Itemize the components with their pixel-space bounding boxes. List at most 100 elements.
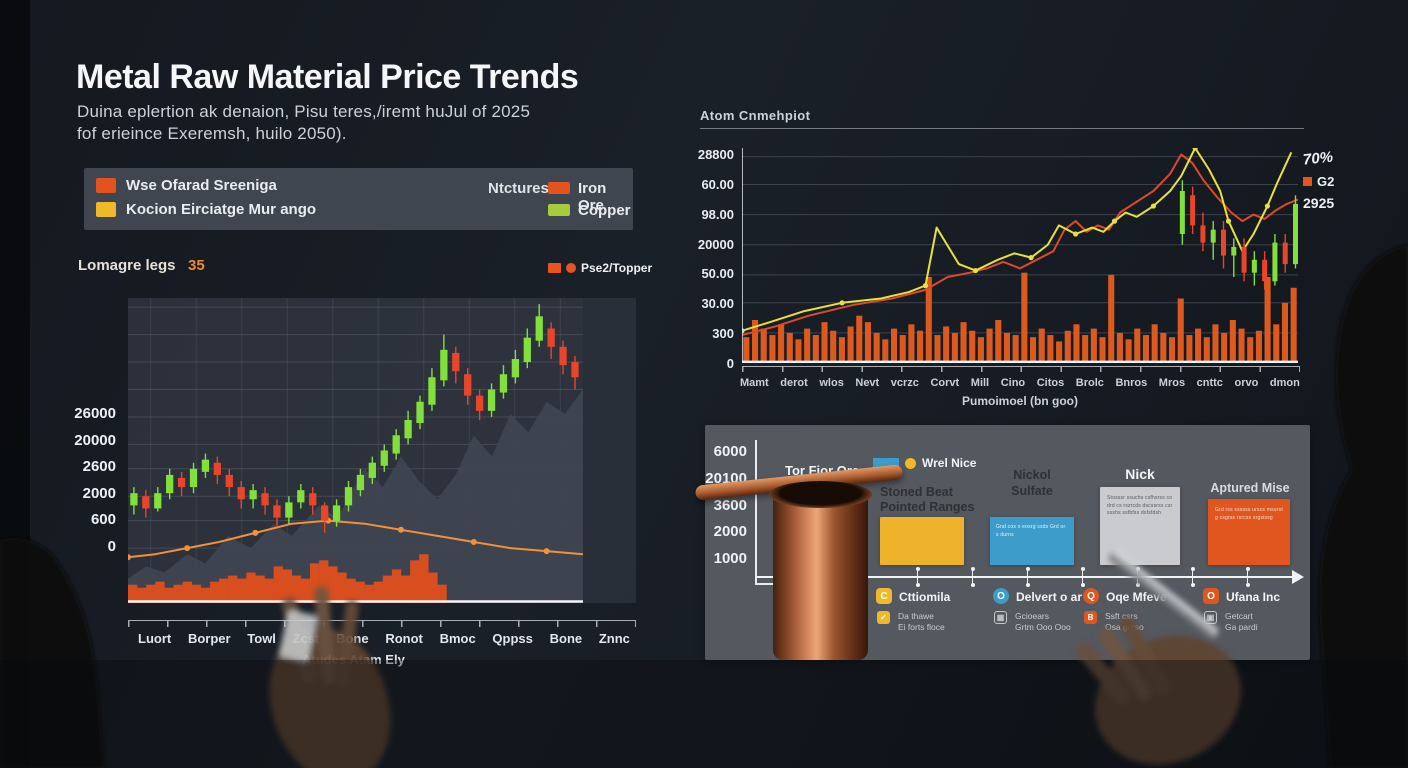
x-tick-label: orvo [1234,377,1259,389]
column-header-4: Aptured Mise [1210,481,1290,495]
y-tick-label: 26000 [74,405,116,422]
left-chart-x-axis: Luort Borper Towl Zcst Bone Ronot Bmoc Qppss Bon… [138,631,630,646]
tag-square-icon [1303,177,1312,186]
column-note: Stosssr ssuchs csfhsrss codrd cs rszrcds… [1107,495,1173,516]
timeline-arrow-icon [1292,570,1304,584]
x-tick-label: vcrzc [890,377,919,389]
left-chart-caption-value: 35 [188,257,205,274]
legend-item-label: Kocion Eirciatge Mur ango [126,201,317,218]
bottom-shadow [0,660,1408,768]
legend-item-label: Wse Ofarad Sreeniga [126,177,277,194]
x-tick-label: Znnc [598,631,630,646]
x-tick-label: Zcst [292,631,320,646]
legend-panel: Wse Ofarad Sreeniga Kocion Eirciatge Mur… [84,168,633,230]
mug-body [773,493,868,660]
y-tick-label: 20000 [74,431,116,449]
timeline-marker [1190,567,1195,587]
x-tick-label: dmon [1269,377,1300,389]
y-tick-label: 3600 [713,496,747,514]
footer-sub-line: Getcart [1225,611,1253,621]
footer-sub-line: Gcioears [1015,611,1050,621]
footer-sub-line: Ssft csrs [1105,611,1138,621]
column-note: Gnd cos o eosrg ssds Grd ors durns [996,524,1066,538]
page-subtitle-line1: Duina eplertion ak denaion, Pisu teres,/… [77,102,531,121]
panel-legend: Wrel Nice [873,456,976,470]
left-chart-plot-gutter [583,298,636,603]
person-silhouette-left [0,537,104,768]
annotation-tag-label: G2 [1317,174,1335,189]
y-tick-label: 0 [726,355,734,371]
right-chart-x-axis: Mamt derot wlos Nevt vcrzc Corvt Mill Cino Citos… [740,377,1300,389]
y-tick-label: 20000 [697,236,734,252]
legend-bar-icon [873,458,899,468]
right-chart-title: Atom Cnmehpiot [700,108,811,123]
y-tick-label: 28800 [697,147,734,162]
left-chart-plot [128,298,583,603]
x-tick-label: Borper [187,631,231,646]
company-icon: C [876,588,892,604]
y-tick-label: 60.00 [701,176,734,192]
legend-swatch-orange [96,178,116,193]
iron-ore-label: Iron Ore [578,180,607,214]
column-header-3: Nick [1125,466,1155,482]
x-tick-label: Ronot [385,631,423,646]
timeline-marker [915,567,920,587]
footer-group-sub: Gcioears Grtm Ooo Ooo [1015,611,1071,632]
y-tick-label: 98.00 [701,206,734,222]
legend-swatch-yellow [96,202,116,217]
x-tick-label: Brolc [1075,377,1104,389]
timeline-marker [1025,567,1030,587]
column-box-1 [880,517,964,565]
left-chart-series-legend: Pse2/Topper [548,261,652,275]
company-icon: O [993,588,1009,604]
right-chart-plot [742,148,1298,363]
footer-group-2: O Delvert o ar ▦ Gcioears Grtm Ooo Ooo [993,588,1103,646]
company-sub-icon: ▣ [1204,611,1217,624]
footer-sub-line: Da thawe [898,611,934,621]
timeline-marker [1080,567,1085,587]
legend-dot-icon [905,457,916,469]
y-tick-label: 2000 [82,484,116,502]
footer-group-label: Cttiomila [899,590,951,604]
page-title: Metal Raw Material Price Trends [76,58,579,96]
column-box-2: Gnd cos o eosrg ssds Grd ors durns [990,517,1074,565]
x-tick-label: Mamt [740,377,769,389]
footer-sub-line: Ga pardi [1225,621,1258,632]
company-sub-icon: B [1084,611,1097,624]
footer-group-3: Q Oqe Mfeve B Ssft csrs Osa gcrso [1083,588,1193,646]
timeline-marker [1135,567,1140,587]
left-edge-shadow [0,0,30,768]
panel-legend-label: Wrel Nice [922,456,977,470]
candlestick-chart-svg [128,298,583,603]
y-tick-label: 300 [712,326,734,342]
right-chart-annotations: 70% G2 2925 [1302,148,1335,211]
left-chart-x-ruler [128,620,636,627]
y-tick-label: 30.00 [701,296,734,312]
x-tick-label: cnttc [1196,377,1223,389]
timeline-marker [970,567,975,587]
footer-sub-line: Osa gcrso [1105,621,1144,632]
annotation-percent: 70% [1302,148,1334,169]
x-tick-label: wlos [819,377,844,389]
person-silhouette-right [1319,245,1408,768]
right-chart-x-label: Pumoimoel (bn goo) [962,394,1078,408]
panel-axis-foot [755,583,777,585]
y-tick-label: 50.00 [701,266,734,282]
series-square-icon [548,263,561,273]
column-note: Grd rss ssssss urscs msurst g csgrss rsr… [1215,507,1283,521]
footer-group-sub: Getcart Ga pardi [1225,611,1258,632]
column-title: Stoned Beat [880,485,953,499]
x-tick-label: Bmoc [439,631,476,646]
x-tick-label: Cino [1000,377,1026,389]
column-header-1: Stoned Beat Pointed Ranges [880,485,974,515]
copper-swatch [548,204,570,216]
left-chart-y-axis: 26000 20000 2600 2000 600 0 [56,406,116,554]
footer-group-sub: Da thawe Ei forts floce [898,611,945,632]
x-tick-label: Nevt [855,377,880,389]
annotation-year: 2925 [1303,195,1335,211]
y-tick-label: 600 [90,511,116,529]
x-tick-label: Qppss [492,631,533,646]
x-tick-label: derot [780,377,808,389]
page-subtitle-line2: fof erieince Exeremsh, huilo 2050). [77,124,347,143]
